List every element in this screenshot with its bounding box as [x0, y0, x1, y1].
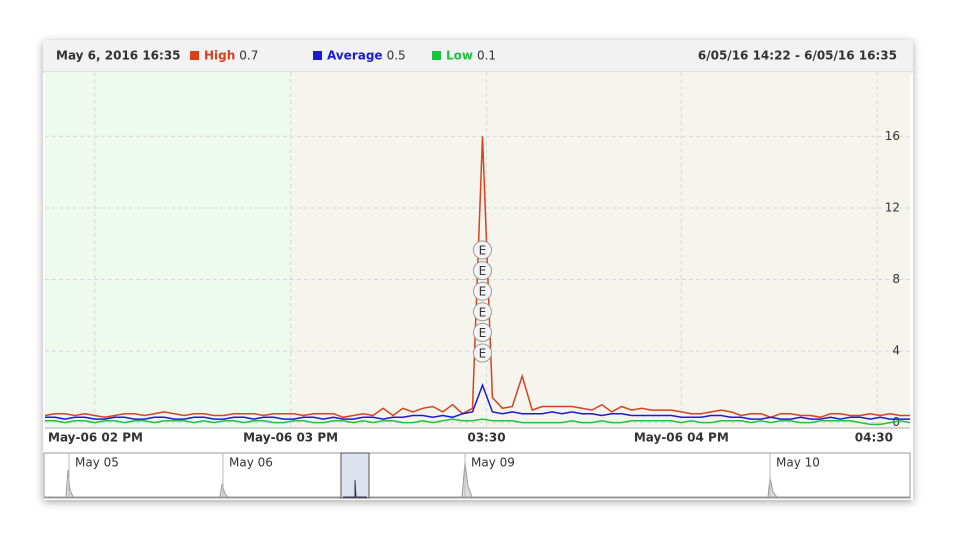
legend-value: 0.1 [477, 49, 496, 63]
legend-value: 0.5 [387, 49, 406, 63]
event-marker [472, 343, 492, 363]
event-marker [472, 281, 492, 301]
legend-value: 0.7 [239, 49, 258, 63]
navigator-label: May 06 [229, 456, 273, 470]
navigator-label: May 09 [471, 456, 515, 470]
navigator-label: May 05 [75, 456, 119, 470]
legend-name: Average [327, 49, 383, 63]
legend-swatch [313, 51, 322, 60]
event-label: E [479, 347, 487, 361]
event-label: E [479, 305, 487, 319]
x-tick-label: 04:30 [855, 431, 893, 445]
navigator [43, 452, 911, 499]
event-label: E [479, 285, 487, 299]
series-line [45, 382, 910, 420]
legend-name: High [204, 49, 235, 63]
event-label: E [479, 244, 487, 258]
y-tick-label: 16 [885, 129, 900, 143]
event-label: E [479, 326, 487, 340]
event-marker [472, 261, 492, 281]
event-marker [472, 240, 492, 260]
x-tick-label: May-06 02 PM [48, 431, 143, 445]
legend-name: Low [446, 49, 473, 63]
shade-right [291, 72, 910, 428]
current-time: May 6, 2016 16:35 [56, 49, 181, 63]
navigator-label: May 10 [776, 456, 820, 470]
x-tick-label: May-06 04 PM [634, 431, 729, 445]
event-label: E [479, 264, 487, 278]
y-tick-label: 4 [892, 344, 900, 358]
range: 6/05/16 14:22 - 6/05/16 16:35 [698, 49, 897, 63]
series-line [45, 418, 911, 426]
event-marker [472, 322, 492, 342]
y-tick-label: 12 [885, 200, 900, 214]
shade-left [45, 72, 291, 428]
header-bar [43, 40, 913, 72]
y-tick-label: 8 [892, 272, 900, 286]
x-tick-label: May-06 03 PM [243, 431, 338, 445]
navigator-window-series [343, 479, 367, 498]
event-marker [472, 302, 492, 322]
x-tick-label: 03:30 [467, 431, 505, 445]
legend-swatch [190, 51, 199, 60]
legend-swatch [432, 51, 441, 60]
